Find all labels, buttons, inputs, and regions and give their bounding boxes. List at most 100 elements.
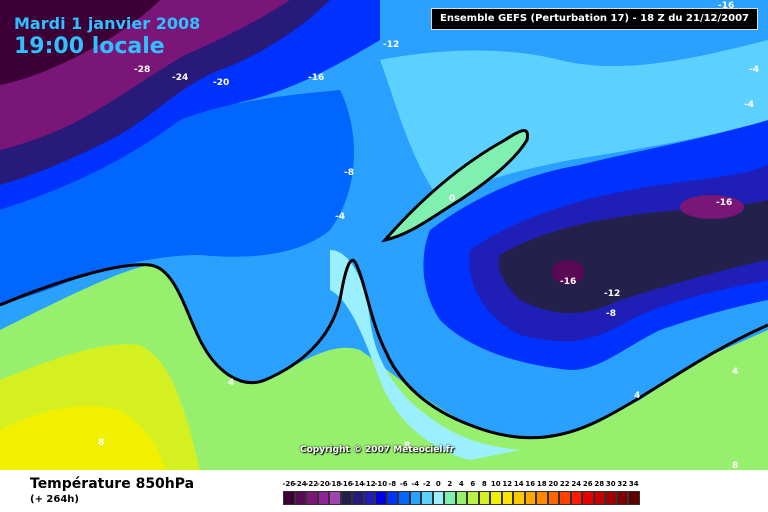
legend-swatch <box>501 491 513 505</box>
map-label: -4 <box>335 212 345 222</box>
map-label: -16 <box>718 1 734 11</box>
field-warm-sw <box>0 265 768 470</box>
legend-swatch <box>524 491 536 505</box>
legend-tick-label: 32 <box>617 480 628 488</box>
legend-swatch <box>294 491 306 505</box>
legend-swatch <box>444 491 456 505</box>
map-label: -8 <box>606 309 616 319</box>
legend-tick-label: -26 <box>282 480 296 488</box>
forecast-date: Mardi 1 janvier 2008 <box>14 14 201 33</box>
legend-tick-label: -14 <box>351 480 365 488</box>
legend-footer: Température 850hPa (+ 264h) -26 -24 -22 -20… <box>0 470 768 512</box>
legend-tick-label: -8 <box>388 480 397 488</box>
zero-isotherm-west <box>0 258 768 440</box>
legend-tick-label: -10 <box>374 480 388 488</box>
map-label: 8 <box>732 461 738 470</box>
legend-tick-label: 6 <box>470 480 476 488</box>
legend-swatch <box>593 491 605 505</box>
map-label: 4 <box>732 367 738 377</box>
map-label: 4 <box>228 378 234 388</box>
field-hottest-sw <box>0 406 165 470</box>
color-legend: -26 -24 -22 -20 -18 -16 -14 -12 -10 -8 -6 -4 -2 0 2 4 6 8… <box>282 480 753 505</box>
map-label: 0 <box>449 194 455 204</box>
field-cold-spot-center <box>552 260 584 284</box>
legend-tick-label: 26 <box>582 480 593 488</box>
legend-swatch <box>536 491 548 505</box>
map-label: -16 <box>716 198 732 208</box>
legend-tick-label: 4 <box>458 480 464 488</box>
map-title: Température 850hPa <box>30 476 195 492</box>
legend-swatch <box>306 491 318 505</box>
field-cold-spot-east <box>680 195 744 219</box>
legend-swatch <box>616 491 628 505</box>
legend-tick-label: 8 <box>481 480 487 488</box>
map-label: -4 <box>749 65 759 75</box>
legend-swatch <box>490 491 502 505</box>
legend-swatch <box>478 491 490 505</box>
legend-tick-label: -16 <box>339 480 353 488</box>
legend-swatch <box>559 491 571 505</box>
legend-tick-label: -2 <box>422 480 431 488</box>
legend-tick-label: -4 <box>411 480 420 488</box>
zero-isotherm-north <box>380 129 530 243</box>
legend-swatch <box>570 491 582 505</box>
legend-swatch <box>455 491 467 505</box>
legend-swatch <box>467 491 479 505</box>
field-deep-cold-east <box>498 200 768 314</box>
legend-tick-label: 20 <box>548 480 559 488</box>
map-label: 4 <box>634 391 640 401</box>
legend-tick-label: 18 <box>536 480 547 488</box>
legend-tick-label: -24 <box>293 480 307 488</box>
map-label: -28 <box>134 65 150 75</box>
legend-swatch <box>513 491 525 505</box>
legend-swatch <box>547 491 559 505</box>
map-label: -12 <box>383 40 399 50</box>
legend-swatch <box>432 491 444 505</box>
map-label: 8 <box>404 441 410 451</box>
legend-tick-labels: -26 -24 -22 -20 -18 -16 -14 -12 -10 -8 -6 -4 -2 0 2 4 6 8… <box>282 480 753 489</box>
map-label: -4 <box>744 100 754 110</box>
legend-tick-label: -18 <box>328 480 342 488</box>
legend-tick-label: -22 <box>305 480 319 488</box>
legend-tick-label: -20 <box>316 480 330 488</box>
legend-swatch <box>628 491 640 505</box>
legend-swatch <box>352 491 364 505</box>
legend-swatch <box>375 491 387 505</box>
copyright-notice: Copyright © 2007 Meteociel.fr <box>300 445 455 455</box>
legend-swatch <box>317 491 329 505</box>
legend-swatch <box>329 491 341 505</box>
temperature-map: -28 -24 -20 -16 -12 -8 -4 0 4 8 -16 -16 … <box>0 0 768 470</box>
run-info-box: Ensemble GEFS (Perturbation 17) - 18 Z d… <box>431 8 758 30</box>
legend-tick-label: 14 <box>513 480 524 488</box>
legend-tick-label: -6 <box>399 480 408 488</box>
map-label: -24 <box>172 73 188 83</box>
legend-color-bar <box>283 491 753 505</box>
map-label: -16 <box>308 73 324 83</box>
forecast-time: 19:00 locale <box>14 34 165 59</box>
legend-tick-label: 10 <box>490 480 501 488</box>
legend-tick-label: 30 <box>605 480 616 488</box>
legend-tick-label: 0 <box>435 480 441 488</box>
map-label: -12 <box>604 289 620 299</box>
legend-swatch <box>582 491 594 505</box>
map-label: -16 <box>560 277 576 287</box>
legend-swatch <box>386 491 398 505</box>
field-nw-extreme <box>0 0 160 85</box>
field-atlantic-blue <box>0 90 354 305</box>
map-label: 8 <box>98 438 104 448</box>
legend-swatch <box>363 491 375 505</box>
legend-swatch <box>421 491 433 505</box>
legend-swatch <box>398 491 410 505</box>
legend-tick-label: 22 <box>559 480 570 488</box>
legend-tick-label: 28 <box>594 480 605 488</box>
map-label: -8 <box>344 168 354 178</box>
legend-tick-label: 12 <box>502 480 513 488</box>
legend-tick-label: 2 <box>447 480 453 488</box>
legend-tick-label: 24 <box>571 480 582 488</box>
legend-swatch <box>409 491 421 505</box>
legend-tick-label: -12 <box>362 480 376 488</box>
legend-swatch <box>340 491 352 505</box>
field-channel-light <box>330 250 520 460</box>
legend-tick-label: 34 <box>628 480 639 488</box>
